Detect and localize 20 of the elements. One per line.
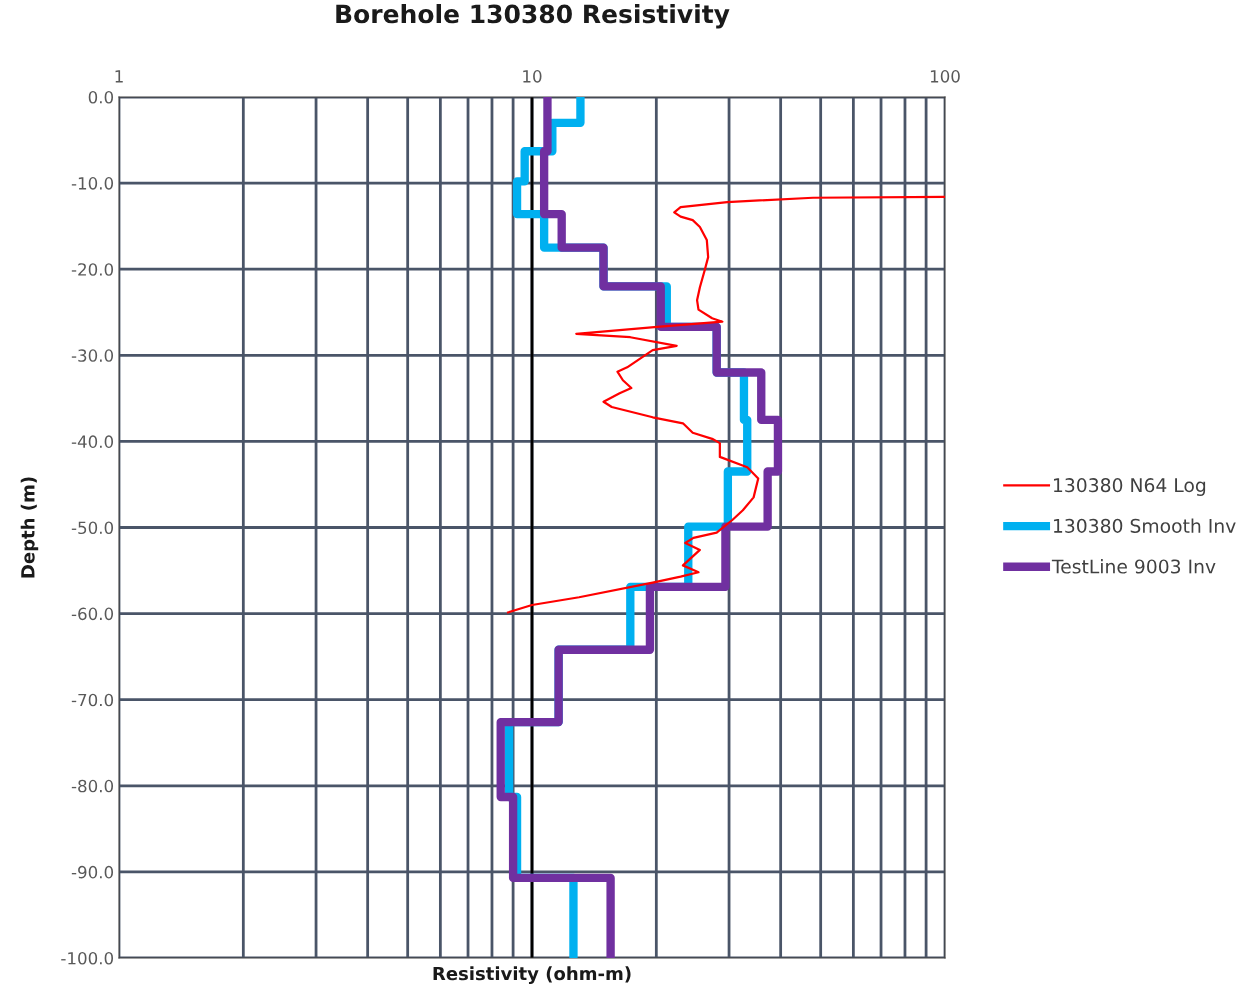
x-axis-title: Resistivity (ohm-m) [433, 966, 631, 984]
legend-label: 130380 Smooth Inv [1053, 518, 1236, 533]
y-tick-label: -10.0 [71, 177, 114, 190]
legend-label: TestLine 9003 Inv [1051, 559, 1216, 574]
x-tick-label: 100 [930, 70, 960, 83]
chart-title: Borehole 130380 Resistivity [336, 4, 730, 29]
y-tick-label: -40.0 [71, 435, 114, 448]
y-tick-label: -70.0 [71, 693, 114, 707]
y-tick-label: -60.0 [71, 607, 114, 621]
y-tick-label: -30.0 [71, 349, 114, 362]
x-tick-label: 1 [115, 70, 123, 83]
y-tick-label: -90.0 [71, 865, 114, 879]
y-axis-title: Depth (m) [20, 477, 39, 578]
y-tick-label: -100.0 [61, 951, 114, 965]
y-tick-label: -80.0 [71, 779, 114, 793]
y-tick-label: -50.0 [71, 521, 114, 535]
x-tick-label: 10 [523, 70, 542, 83]
y-tick-label: -20.0 [71, 263, 114, 276]
y-tick-label: 0.0 [88, 90, 114, 104]
legend-label: 130380 N64 Log [1053, 478, 1206, 496]
